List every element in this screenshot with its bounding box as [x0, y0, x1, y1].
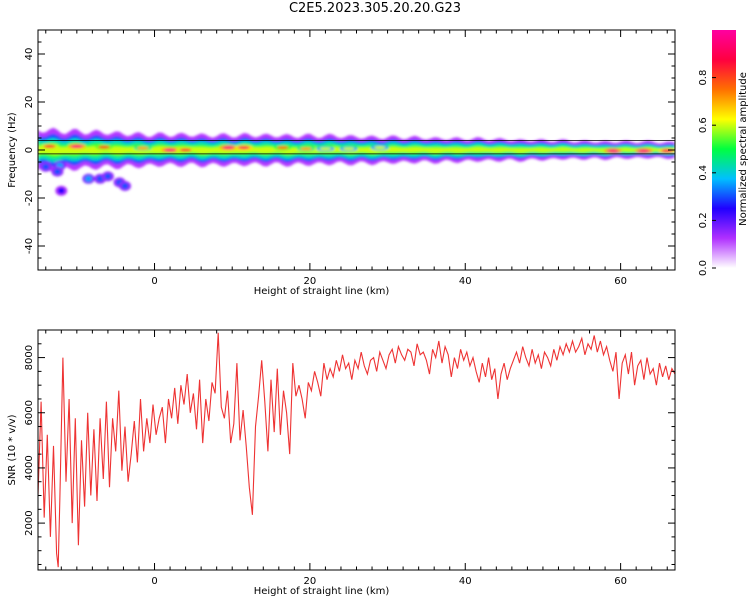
colorbar-tick-label: 0.2 — [698, 212, 709, 228]
blob — [57, 187, 65, 194]
hotspot — [342, 147, 355, 151]
hotspot — [300, 147, 313, 151]
hotspot — [70, 144, 83, 148]
colorbar-tick-label: 0.8 — [698, 70, 709, 86]
hotspot — [276, 146, 289, 150]
colorbar — [712, 30, 736, 268]
spectrogram — [38, 127, 675, 196]
spec-ylabel: Frequency (Hz) — [7, 112, 18, 188]
snr-xlabel: Height of straight line (km) — [254, 586, 390, 597]
spec-ytick-label: 20 — [24, 96, 35, 109]
snr-line — [38, 332, 675, 568]
snr-ytick-label: 2000 — [24, 510, 35, 535]
hotspot — [319, 147, 332, 151]
blob — [53, 168, 61, 175]
ridge-band — [38, 145, 675, 155]
spec-ytick-label: -40 — [24, 238, 35, 254]
colorbar-tick-label: 0.4 — [698, 165, 709, 181]
snr-frame — [37, 329, 676, 571]
figure-title: C2E5.2023.305.20.20.G23 — [288, 1, 462, 16]
snr-ytick-label: 4000 — [24, 455, 35, 480]
spec-ytick-label: -20 — [24, 190, 35, 206]
colorbar-label: Normalized spectral amplitude — [738, 72, 749, 226]
hotspot — [222, 146, 235, 150]
snr-xtick-label: 60 — [614, 576, 627, 587]
blob — [96, 175, 104, 182]
snr-xtick-label: 0 — [151, 576, 157, 587]
hotspot — [136, 146, 149, 150]
hotspot — [606, 149, 619, 153]
blob — [121, 183, 129, 189]
hotspot — [237, 146, 250, 150]
blob — [104, 173, 112, 180]
hotspot — [179, 148, 192, 152]
blob — [42, 163, 50, 170]
snr-ytick-label: 6000 — [24, 400, 35, 425]
spec-xtick-label: 0 — [151, 276, 157, 287]
hotspot — [373, 146, 386, 150]
spec-ytick-label: 0 — [24, 147, 35, 153]
spec-xlabel: Height of straight line (km) — [254, 286, 390, 297]
hotspot — [164, 148, 177, 152]
hotspot — [637, 149, 650, 153]
spec-xtick-label: 20 — [304, 276, 317, 287]
blob — [84, 175, 92, 182]
snr-xtick-label: 20 — [304, 576, 317, 587]
hotspot — [98, 145, 111, 149]
snr-xtick-label: 40 — [459, 576, 472, 587]
colorbar-tick-label: 0.0 — [698, 260, 709, 276]
hotspot — [43, 144, 56, 148]
spec-xtick-label: 40 — [459, 276, 472, 287]
spec-ytick-label: 40 — [24, 48, 35, 61]
snr-ytick-label: 8000 — [24, 345, 35, 370]
snr-ylabel: SNR (10 * v/v) — [7, 414, 18, 485]
spec-xtick-label: 60 — [614, 276, 627, 287]
colorbar-tick-label: 0.6 — [698, 117, 709, 133]
